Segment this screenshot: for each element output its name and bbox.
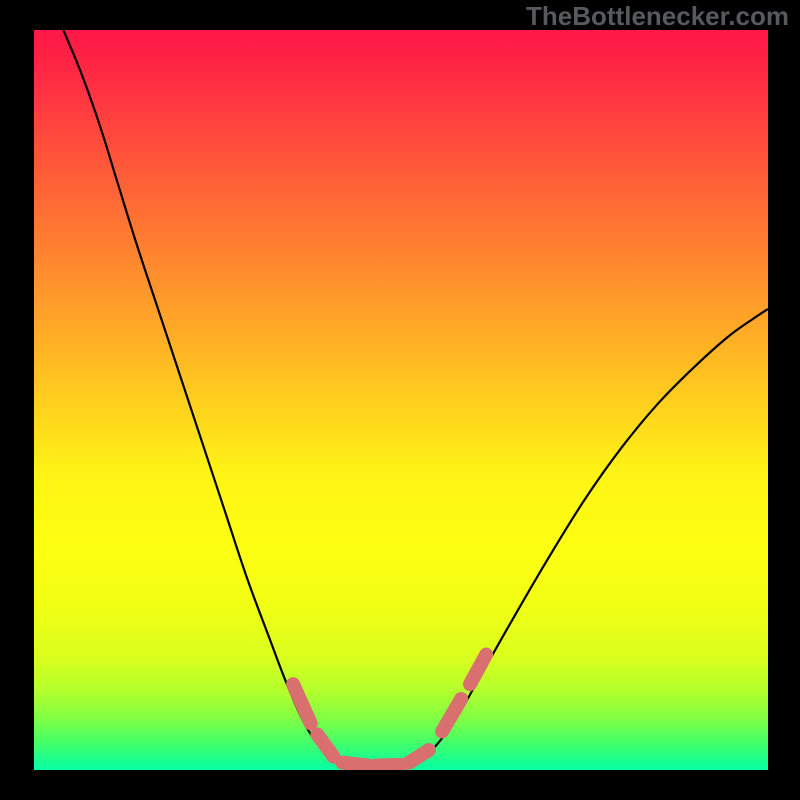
chart-frame: TheBottlenecker.com: [0, 0, 800, 800]
gradient-background: [34, 30, 768, 770]
bottleneck-chart-svg: [0, 0, 800, 800]
